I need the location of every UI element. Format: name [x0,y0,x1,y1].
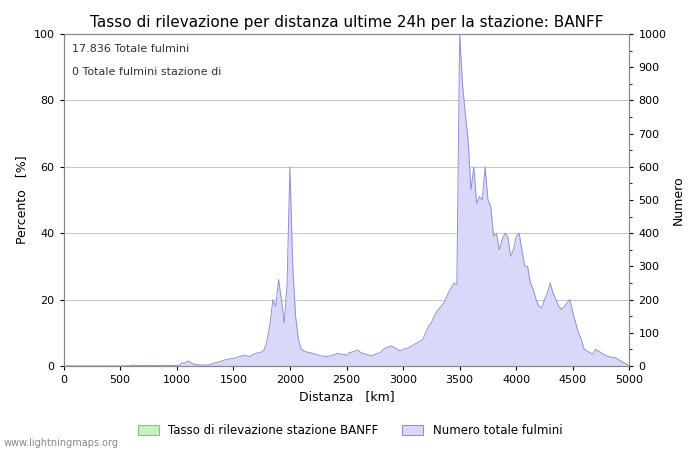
Y-axis label: Percento   [%]: Percento [%] [15,156,28,244]
Text: 17.836 Totale fulmini: 17.836 Totale fulmini [72,44,189,54]
Title: Tasso di rilevazione per distanza ultime 24h per la stazione: BANFF: Tasso di rilevazione per distanza ultime… [90,15,603,30]
Y-axis label: Numero: Numero [672,175,685,225]
Legend: Tasso di rilevazione stazione BANFF, Numero totale fulmini: Tasso di rilevazione stazione BANFF, Num… [133,419,567,442]
Text: 0 Totale fulmini stazione di: 0 Totale fulmini stazione di [72,67,221,77]
Text: www.lightningmaps.org: www.lightningmaps.org [4,438,118,448]
X-axis label: Distanza   [km]: Distanza [km] [299,391,394,404]
